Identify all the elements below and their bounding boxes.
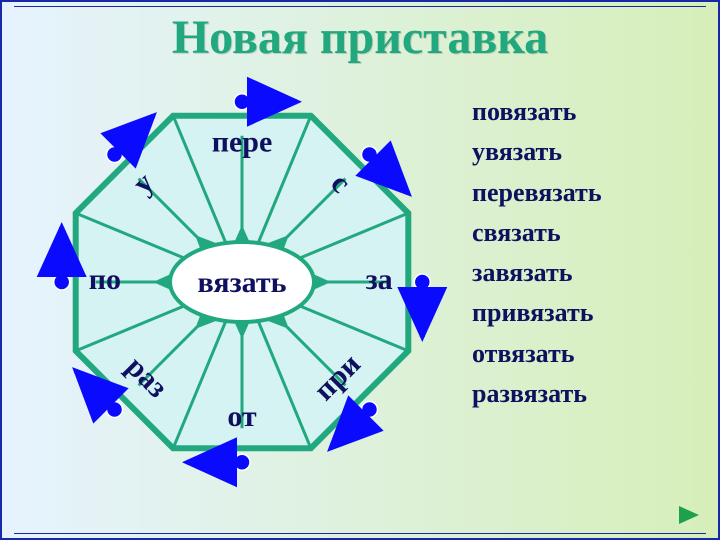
next-slide-button[interactable] xyxy=(676,504,702,526)
derived-word: связать xyxy=(472,213,602,253)
page-title: Новая приставка xyxy=(2,10,718,65)
derived-word: повязать xyxy=(472,92,602,132)
prefix-label: по xyxy=(89,263,121,296)
derived-words-list: повязатьувязатьперевязатьсвязатьзавязать… xyxy=(472,92,602,414)
prefix-label: за xyxy=(366,263,393,296)
center-word: вязать xyxy=(198,266,287,299)
prefix-label: от xyxy=(227,400,257,433)
derived-word: развязать xyxy=(472,374,602,414)
prefix-label: пере xyxy=(212,126,273,159)
derived-word: завязать xyxy=(472,253,602,293)
derived-word: увязать xyxy=(472,132,602,172)
derived-word: перевязать xyxy=(472,173,602,213)
derived-word: привязать xyxy=(472,293,602,333)
derived-word: отвязать xyxy=(472,334,602,374)
prefix-octagon-diagram: вязатьпересзаприотразпоу xyxy=(32,72,452,492)
slide: Новая приставка вязатьпересзаприотразпоу… xyxy=(0,0,720,540)
